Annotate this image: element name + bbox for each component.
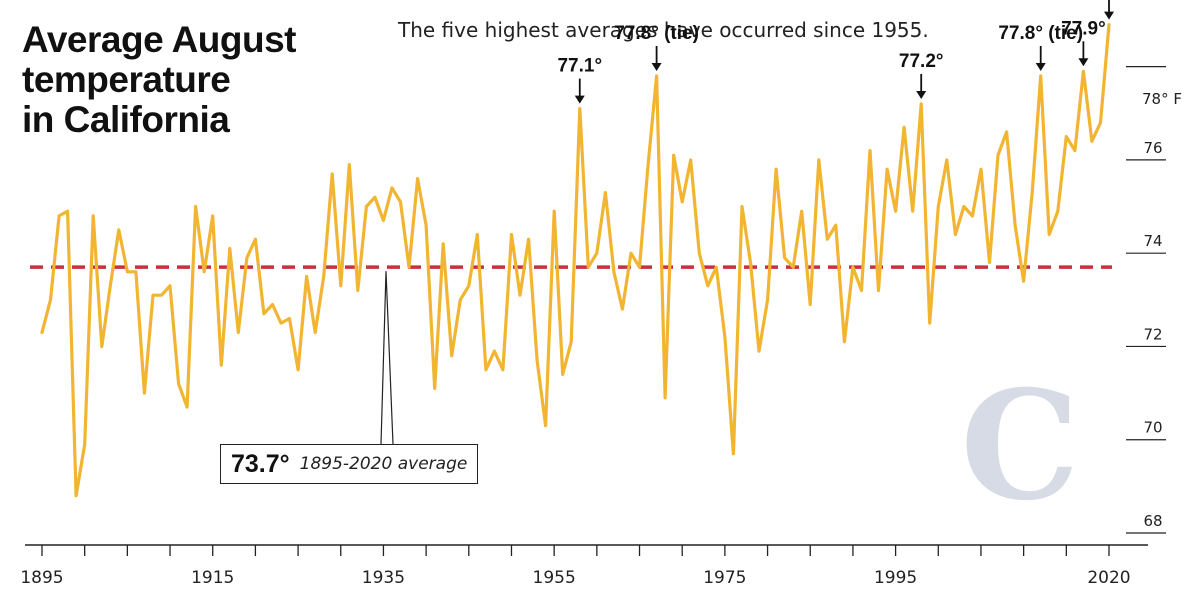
- x-tick-label-1995: 1995: [874, 568, 917, 588]
- x-tick-label-1975: 1975: [703, 568, 746, 588]
- y-unit-label: 78° F: [1142, 90, 1182, 108]
- chart-title-line-2: temperature: [22, 59, 231, 100]
- series-layer: [40, 23, 1111, 498]
- annotation-arrowhead-1958: [574, 95, 585, 104]
- annotation-label-1967: 77.8° (tie): [614, 23, 699, 44]
- y-tick-label-76: 76: [1143, 139, 1162, 157]
- average-callout-pointer: [380, 271, 394, 445]
- x-tick-label-1935: 1935: [362, 568, 405, 588]
- annotation-label-1958: 77.1°: [557, 56, 602, 77]
- average-callout-value: 73.7°: [231, 449, 290, 478]
- x-axis: 1895 1915 1935 1955 1975 1995 2020: [20, 544, 1148, 588]
- annotation-arrowhead-1998: [916, 90, 927, 99]
- annotation-arrowhead-1967: [651, 62, 662, 71]
- chart-title-line-1: Average August: [22, 19, 297, 60]
- x-tick-label-2020: 2020: [1087, 568, 1130, 588]
- average-layer: [30, 265, 1112, 445]
- chart-subtitle: The five highest averages have occurred …: [398, 18, 929, 42]
- y-tick-label-74: 74: [1143, 232, 1162, 250]
- chart-title-line-3: in California: [22, 99, 230, 140]
- y-tick-label-70: 70: [1143, 419, 1162, 437]
- annotation-arrowhead-2020: [1104, 11, 1114, 20]
- y-axis: 68 70 72 74 76: [1126, 66, 1166, 534]
- x-tick-label-1895: 1895: [20, 568, 63, 588]
- annotation-label-1998: 77.2°: [899, 51, 944, 72]
- annotation-arrowhead-2012: [1035, 62, 1046, 71]
- annotation-label-2017: 77.9°: [1061, 18, 1106, 39]
- annotation-label-2012: 77.8° (tie): [998, 23, 1083, 44]
- y-tick-label-68: 68: [1143, 512, 1162, 530]
- chronicle-logo-watermark: C: [960, 358, 1079, 534]
- annotation-arrowhead-2017: [1078, 58, 1089, 67]
- y-tick-label-72: 72: [1143, 325, 1162, 343]
- x-tick-label-1955: 1955: [533, 568, 576, 588]
- x-tick-label-1915: 1915: [191, 568, 234, 588]
- svg-text:C: C: [960, 358, 1079, 534]
- annotation-layer: 77.1°77.8° (tie)77.2°77.8° (tie)77.9°78.…: [557, 0, 1114, 104]
- average-callout: 73.7° 1895-2020 average: [220, 444, 479, 484]
- average-callout-label: 1895-2020 average: [299, 454, 468, 474]
- temperature-series-line: [40, 23, 1111, 498]
